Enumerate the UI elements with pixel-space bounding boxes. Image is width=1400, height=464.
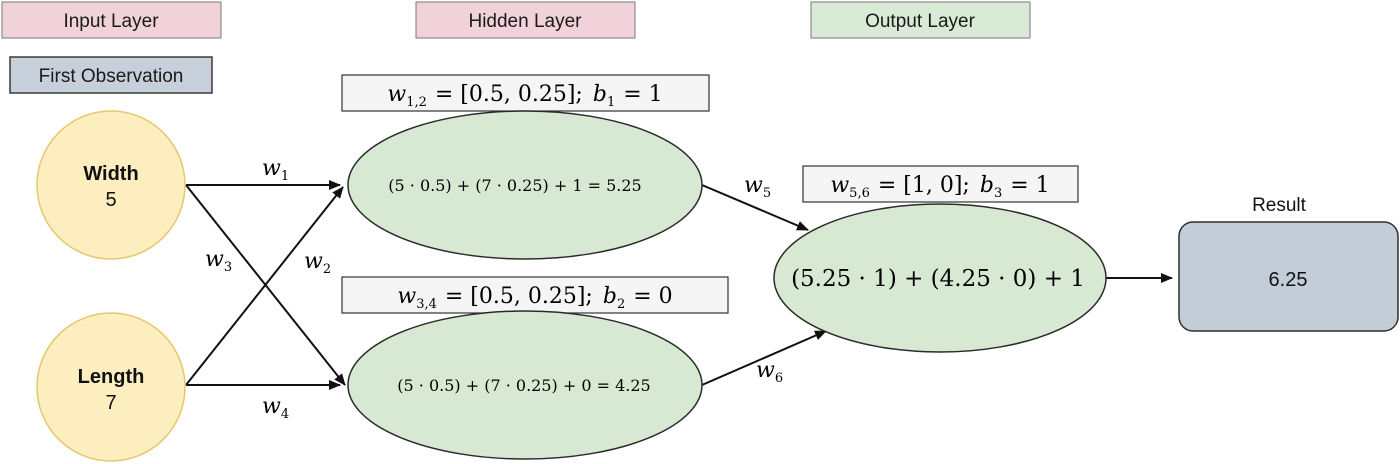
edge-h1-to-out	[701, 184, 809, 231]
output-layer-label: Output Layer	[810, 1, 1031, 39]
result-box: Result 6.25	[1178, 195, 1399, 332]
svg-text:Input Layer: Input Layer	[63, 11, 159, 32]
input-name-length: Length	[78, 366, 145, 388]
weight-label-w5: w5	[744, 173, 771, 201]
svg-text:Hidden Layer: Hidden Layer	[468, 11, 582, 32]
output-neuron: (5.25 · 1) + (4.25 · 0) + 1	[773, 203, 1107, 353]
input-node-width: Width 5	[36, 110, 186, 260]
svg-text:w6: w6	[756, 358, 783, 386]
svg-text:w3,4= [0.5, 0.25];b2= 0: w3,4 = [0.5, 0.25]; b2 = 0	[397, 284, 672, 312]
weight-label-w4: w4	[262, 394, 289, 422]
weight-label-w3: w3	[205, 247, 232, 275]
edge-length-to-h1	[185, 186, 344, 386]
input-name-width: Width	[83, 163, 138, 185]
hidden-neuron-2: (5 · 0.5) + (7 · 0.25) + 0 = 4.25	[347, 310, 703, 460]
connections	[185, 180, 1173, 390]
svg-text:w1: w1	[262, 156, 289, 184]
param-box-w56-b3: w5,6 = [1, 0]; b3 = 1	[802, 165, 1079, 203]
result-value: 6.25	[1269, 269, 1308, 291]
hidden-layer-label: Hidden Layer	[415, 1, 636, 39]
input-node-length: Length 7	[36, 312, 186, 462]
hidden-neuron-2-expression: (5 · 0.5) + (7 · 0.25) + 0 = 4.25	[397, 376, 650, 395]
hidden-neuron-1-expression: (5 · 0.5) + (7 · 0.25) + 1 = 5.25	[388, 176, 641, 195]
weight-label-w2: w2	[304, 249, 331, 277]
svg-text:Output Layer: Output Layer	[865, 11, 976, 32]
edge-h2-to-out	[701, 330, 827, 386]
first-observation-label: First Observation	[9, 56, 213, 94]
svg-text:w5,6= [1, 0];b3= 1: w5,6 = [1, 0]; b3 = 1	[830, 173, 1049, 201]
svg-text:w4: w4	[262, 394, 289, 422]
param-box-w34-b2: w3,4 = [0.5, 0.25]; b2 = 0	[341, 276, 729, 314]
param-box-w12-b1: w1,2 = [0.5, 0.25]; b1 = 1	[341, 74, 710, 112]
svg-text:w1,2= [0.5, 0.25];b1= 1: w1,2 = [0.5, 0.25]; b1 = 1	[387, 82, 662, 110]
svg-text:w5: w5	[744, 173, 771, 201]
result-title: Result	[1252, 195, 1307, 216]
weight-label-w6: w6	[756, 358, 783, 386]
output-neuron-expression: (5.25 · 1) + (4.25 · 0) + 1	[791, 266, 1085, 292]
svg-text:w2: w2	[304, 249, 331, 277]
hidden-neuron-1: (5 · 0.5) + (7 · 0.25) + 1 = 5.25	[347, 110, 703, 260]
input-value-width: 5	[105, 189, 116, 211]
input-value-length: 7	[105, 392, 116, 414]
svg-text:w3: w3	[205, 247, 232, 275]
input-layer-label: Input Layer	[1, 1, 222, 39]
svg-text:First Observation: First Observation	[39, 66, 184, 87]
weight-label-w1: w1	[262, 156, 289, 184]
